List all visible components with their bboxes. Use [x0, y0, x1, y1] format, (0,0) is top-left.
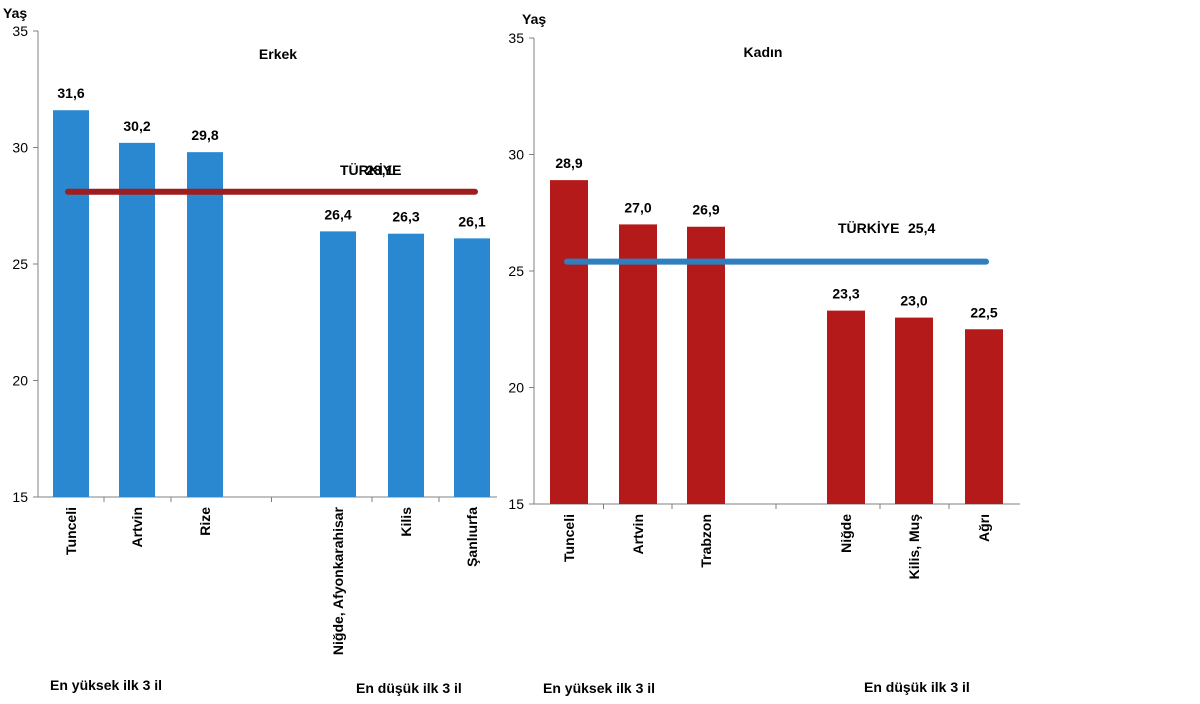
- category-label: Tunceli: [63, 507, 79, 555]
- category-label: Artvin: [129, 507, 145, 547]
- category-label: Ağrı: [976, 514, 992, 542]
- category-label: Tunceli: [561, 514, 577, 562]
- y-tick-label: 15: [12, 489, 28, 505]
- category-label: Şanlıurfa: [464, 507, 480, 567]
- category-label: Kilis, Muş: [906, 514, 922, 580]
- bar-value-label: 26,3: [392, 209, 419, 225]
- category-label: Niğde: [838, 514, 854, 553]
- y-tick-label: 20: [12, 373, 28, 389]
- category-label: Niğde, Afyonkarahisar: [330, 506, 346, 655]
- bar-value-label: 31,6: [57, 85, 84, 101]
- y-tick-label: 30: [508, 147, 524, 163]
- reference-line-value: 25,4: [908, 220, 935, 236]
- bar-value-label: 29,8: [191, 127, 218, 143]
- bar: [187, 152, 223, 497]
- bar: [119, 142, 155, 497]
- bar-value-label: 26,9: [692, 202, 719, 218]
- y-tick-label: 20: [508, 380, 524, 396]
- y-tick-label: 30: [12, 140, 28, 156]
- bar: [388, 233, 424, 497]
- bar: [454, 238, 490, 497]
- reference-line-value: 28,1: [366, 162, 393, 178]
- bar-value-label: 27,0: [624, 199, 651, 215]
- group-label: En yüksek ilk 3 il: [50, 677, 162, 693]
- bar: [895, 317, 933, 504]
- bar: [53, 110, 89, 497]
- chart-title: Kadın: [744, 44, 783, 60]
- bar: [687, 226, 725, 505]
- bar-value-label: 28,9: [555, 155, 582, 171]
- group-label: En yüksek ilk 3 il: [543, 680, 655, 696]
- reference-line-label: TÜRKİYE: [838, 220, 899, 236]
- chart-kadin: 15 20 25 30 35 Yaş Kadın 28,9 Tunceli 27,0 Artvin 2…: [508, 11, 1020, 696]
- bar-value-label: 30,2: [123, 118, 150, 134]
- category-label: Artvin: [630, 514, 646, 554]
- bar-value-label: 26,1: [458, 213, 485, 229]
- bar: [619, 224, 657, 504]
- chart-erkek: 15 20 25 30 35 Yaş Erkek 31,6 Tunceli 30,2 Artvin 2…: [3, 5, 497, 696]
- y-tick-label: 25: [508, 263, 524, 279]
- group-label: En düşük ilk 3 il: [356, 680, 462, 696]
- category-label: Kilis: [398, 507, 414, 537]
- bar-value-label: 23,0: [900, 293, 927, 309]
- category-label: Rize: [197, 507, 213, 536]
- bar-value-label: 22,5: [970, 304, 997, 320]
- group-label: En düşük ilk 3 il: [864, 679, 970, 695]
- y-tick-label: 35: [508, 30, 524, 46]
- y-tick-label: 25: [12, 256, 28, 272]
- category-label: Trabzon: [698, 514, 714, 568]
- y-axis-label: Yaş: [522, 11, 546, 27]
- bar: [550, 180, 588, 504]
- chart-title: Erkek: [259, 46, 297, 62]
- bar: [320, 231, 356, 497]
- y-tick-label: 35: [12, 23, 28, 39]
- bar-value-label: 23,3: [832, 286, 859, 302]
- reference-line-label: TÜRKİYE: [340, 162, 401, 178]
- y-tick-label: 15: [508, 496, 524, 512]
- bar: [965, 329, 1003, 504]
- bar-value-label: 26,4: [324, 206, 351, 222]
- bar: [827, 310, 865, 504]
- y-axis-label: Yaş: [3, 5, 27, 21]
